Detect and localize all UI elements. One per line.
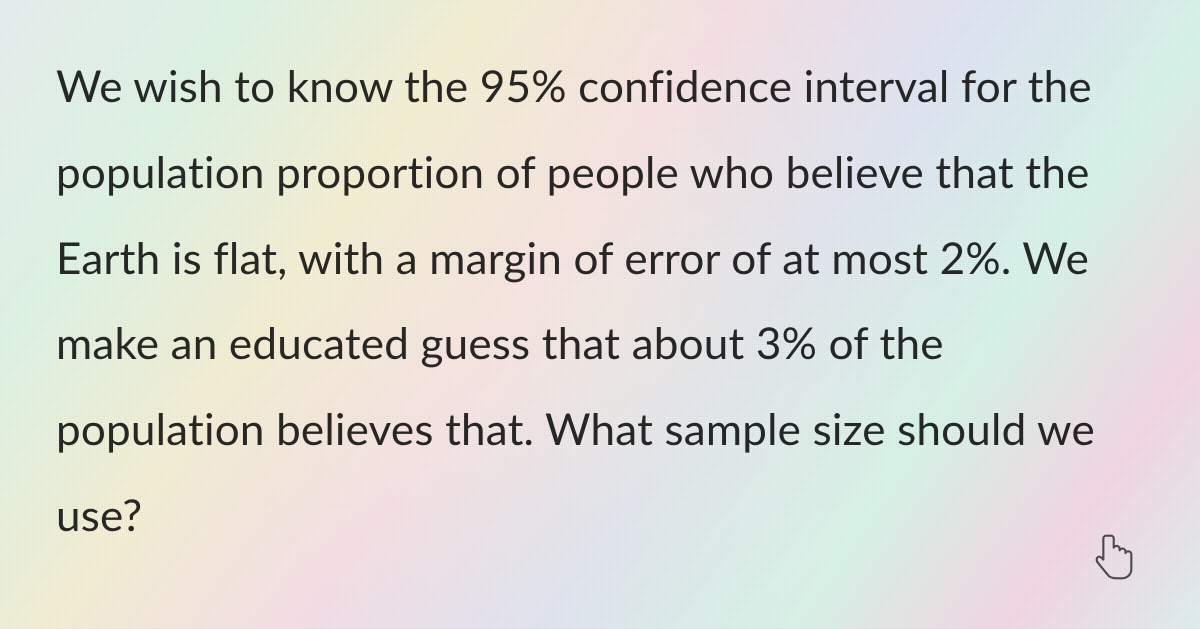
question-text: We wish to know the 95% confidence inter…: [56, 44, 1152, 559]
pointer-cursor-icon: [1092, 533, 1136, 581]
